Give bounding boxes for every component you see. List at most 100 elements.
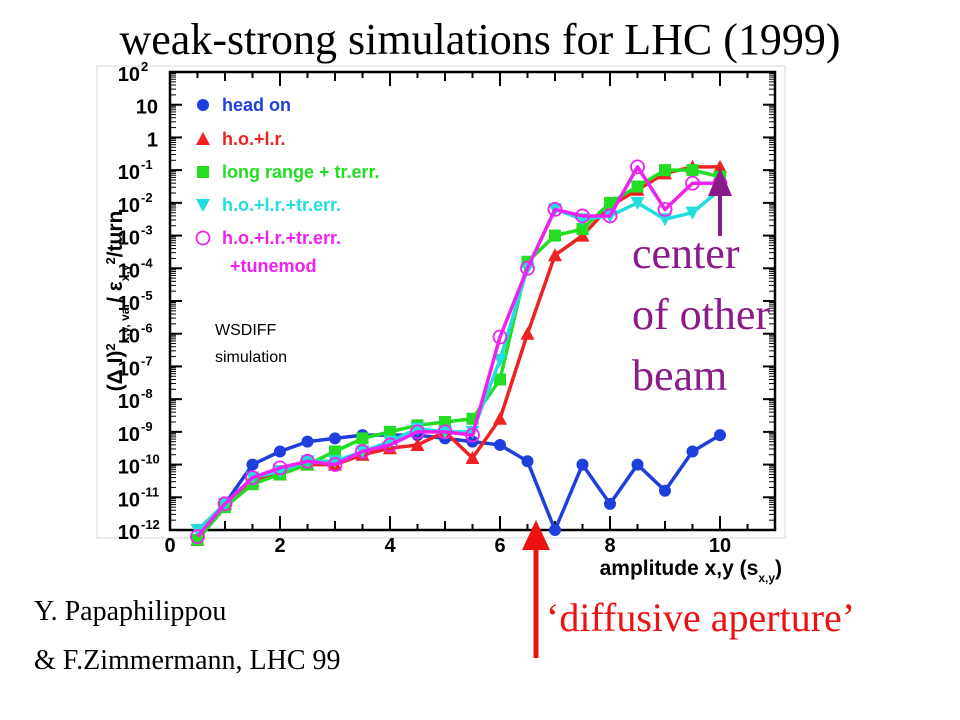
data-point [713,159,727,173]
x-tick-label: 8 [604,535,615,557]
y-tick-label: 10 [118,522,140,544]
y-tick-label-exponent: -10 [141,452,160,467]
y-tick-label-exponent: -8 [141,386,153,401]
data-point [549,229,561,242]
y-tick-label: 10 [118,424,140,446]
y-tick-label-exponent: -6 [141,321,153,336]
annotation-center-line1: center [632,229,740,278]
data-point [410,437,425,451]
x-tick-label: 0 [164,535,175,557]
data-point [190,529,205,544]
data-point [465,427,480,443]
legend-marker-1 [196,132,210,145]
data-point [685,175,700,191]
data-point [494,438,506,451]
credit-affiliation: & F.Zimmermann, LHC 99 [34,645,341,676]
data-point [575,228,590,242]
data-point [329,432,341,445]
sim-note-line1: WSDIFF [215,322,277,339]
data-point [494,373,506,386]
y-tick-label: 10 [118,162,140,184]
x-axis-label: amplitude x,y (sx,y) [600,557,782,585]
y-tick-label-exponent: -4 [141,255,153,270]
sim-note-line2: simulation [215,349,287,366]
y-tick-label: 10 [118,358,140,380]
data-point [549,524,561,536]
data-point [217,496,233,512]
data-point [465,451,480,465]
annotation-diffusive-aperture: ‘diffusive aperture’ [546,595,856,640]
data-point [576,458,589,471]
center-arrowhead [708,168,732,196]
data-point [329,445,341,458]
data-point [604,196,616,209]
data-point [686,445,699,458]
y-tick-label-exponent: -1 [141,157,153,172]
legend-label-3: h.o.+l.r.+tr.err. [222,195,341,215]
legend-marker-3 [196,199,210,212]
data-point [492,329,508,345]
legend-marker-4 [195,230,211,246]
annotation-center-line2: of other [632,290,771,339]
data-point [575,208,590,224]
data-point [300,453,315,469]
y-tick-label: 10 [118,64,140,86]
data-point [685,206,700,220]
data-point [520,260,535,276]
y-tick-label-exponent: -5 [141,288,153,303]
y-tick-label: 1 [147,129,158,151]
y-tick-label: 10 [136,97,158,119]
data-point [493,353,507,367]
data-point [602,208,618,224]
x-tick-label: 10 [709,535,731,557]
data-point [274,445,286,458]
data-point [630,159,645,175]
data-point [355,444,370,459]
data-point [246,458,259,471]
data-point [604,497,616,510]
y-tick-label: 10 [118,260,140,282]
data-point [659,164,671,177]
diffusive-arrowhead [522,520,550,550]
y-tick-label-exponent: -12 [141,517,160,532]
y-tick-label-exponent: 2 [141,59,148,74]
data-point [631,458,644,471]
x-tick-label: 4 [384,535,396,557]
data-point [657,201,673,217]
legend-label-4: h.o.+l.r.+tr.err. [222,228,341,248]
data-point [356,432,369,445]
y-tick-label-exponent: -3 [141,223,153,238]
legend-marker-2 [197,166,209,178]
x-tick-label: 2 [274,535,285,557]
y-tick-label-exponent: -11 [141,484,159,499]
data-point [384,425,396,438]
data-point [631,180,644,193]
series-line-4 [196,165,720,538]
data-point [410,424,425,440]
data-point [658,213,672,227]
data-point [630,196,645,210]
legend-label-2: long range + tr.err. [222,162,380,182]
annotation-center-line3: beam [632,351,728,400]
y-tick-label-exponent: -9 [141,419,153,434]
data-point [439,416,451,429]
y-tick-label: 10 [118,489,140,511]
data-point [437,424,453,440]
credit-author: Y. Papaphilippou [34,596,227,627]
figure-border [96,65,786,539]
y-tick-label: 10 [118,391,140,413]
slide-title: weak-strong simulations for LHC (1999) [119,15,841,64]
y-tick-label: 10 [118,228,140,250]
y-tick-label-exponent: -7 [141,353,153,368]
y-tick-label: 10 [118,195,140,217]
data-point [272,460,288,476]
x-tick-label: 6 [494,535,505,557]
data-point [659,484,671,497]
data-point [686,164,699,177]
legend-marker-0 [197,99,209,111]
data-point [520,326,535,340]
y-axis-label: (Δ I)2x,y, var/ εx,y2/turn [103,211,133,392]
y-tick-label: 10 [118,457,140,479]
y-tick-label: 10 [118,326,140,348]
legend-label-1: h.o.+l.r. [222,129,286,149]
